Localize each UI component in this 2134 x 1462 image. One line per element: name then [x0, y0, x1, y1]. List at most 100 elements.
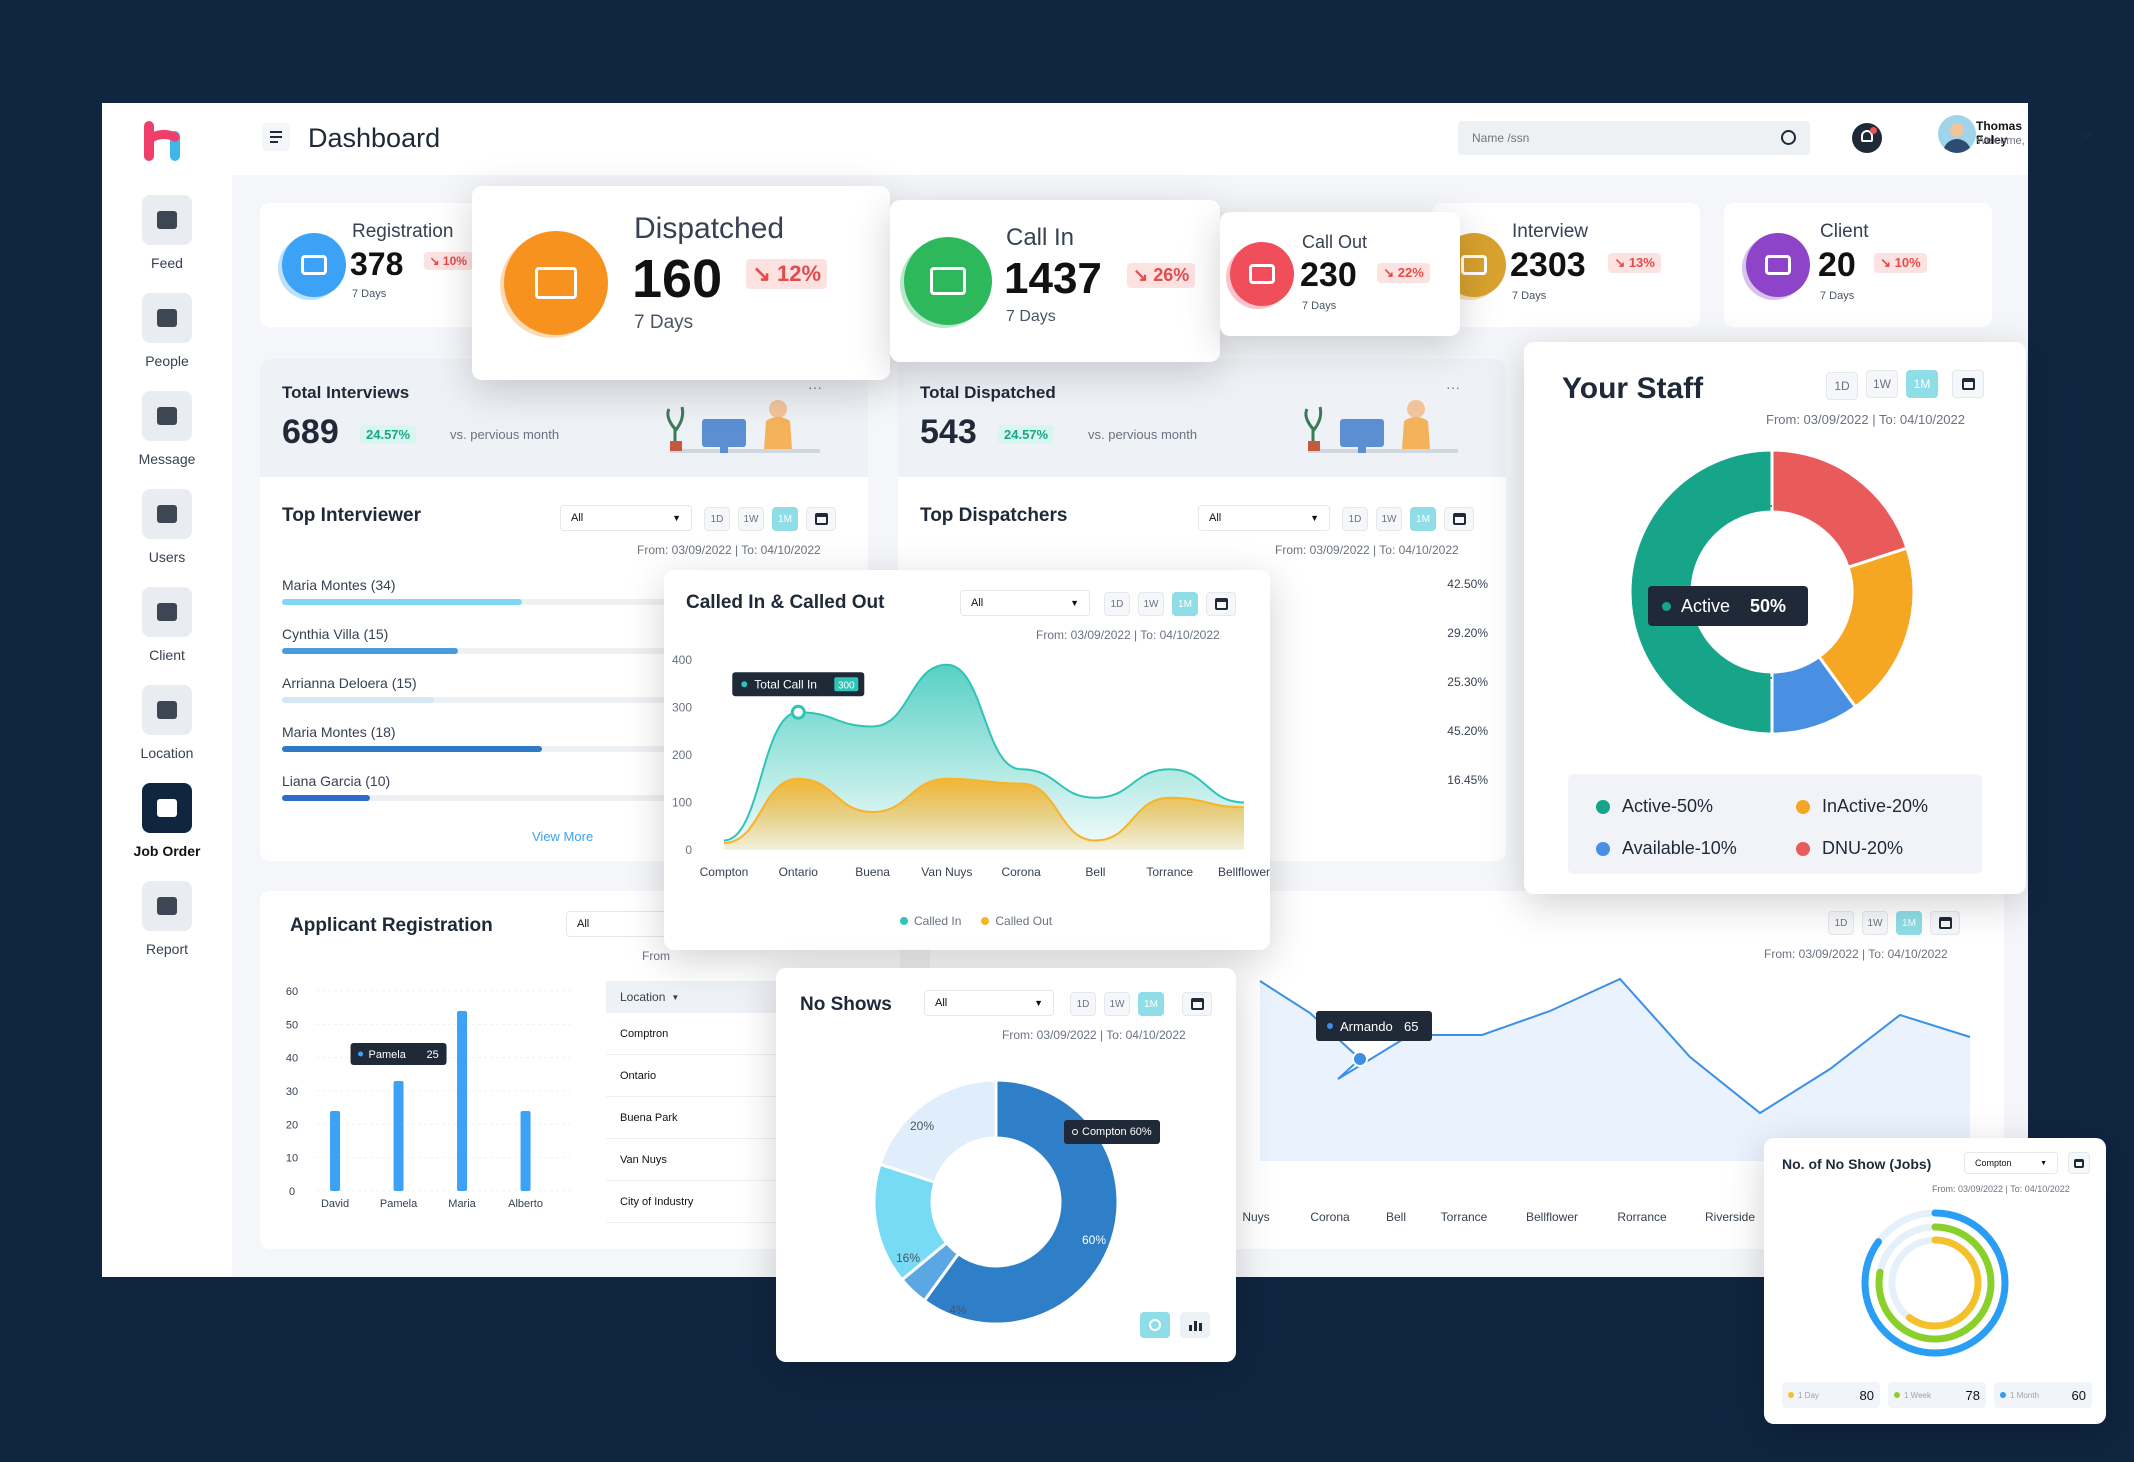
range-1d-button[interactable]: 1D [1342, 507, 1368, 531]
calendar-icon[interactable] [1444, 507, 1474, 531]
stat-change-value: 10% [442, 254, 467, 269]
legend-called-in-label: Called In [914, 914, 962, 928]
interviewer-bar-track [282, 746, 682, 752]
interviewer-row[interactable]: Cynthia Villa (15) [282, 626, 842, 675]
tooltip-label: Armando [1340, 1019, 1393, 1034]
x-tick-label: Corona [1001, 865, 1041, 879]
date-range: From: 03/09/2022 | To: 04/10/2022 [1036, 628, 1220, 642]
location-header[interactable]: Location [620, 990, 666, 1004]
y-tick-label: 0 [685, 843, 692, 857]
interviewer-name: Maria Montes (18) [282, 724, 396, 740]
x-tick-label: Nuys [1242, 1210, 1269, 1224]
range-1w-button[interactable]: 1W [1138, 592, 1164, 616]
range-1d-button[interactable]: 1D [1828, 911, 1854, 935]
range-1m-button[interactable]: 1M [1906, 370, 1938, 398]
range-1m-button[interactable]: 1M [772, 507, 798, 531]
stat-card-dispatched[interactable]: Dispatched 160 ↘ 12% 7 Days [472, 186, 890, 380]
phone-outgoing-icon [1230, 242, 1294, 306]
more-options-icon[interactable]: ··· [808, 379, 822, 395]
location-row[interactable]: Van Nuys [606, 1139, 896, 1181]
sidebar-item-location[interactable]: Location [102, 685, 232, 761]
stat-card-call-out[interactable]: Call Out 230 ↘ 22% 7 Days [1220, 212, 1460, 336]
stat-card-client[interactable]: Client 20 ↘ 10% 7 Days [1724, 203, 1992, 327]
stat-card-call-in[interactable]: Call In 1437 ↘ 26% 7 Days [890, 200, 1220, 362]
menu-icon[interactable] [262, 123, 290, 151]
range-1m-button[interactable]: 1M [1896, 911, 1922, 935]
location-name: Ontario [620, 1069, 657, 1082]
app-logo[interactable] [142, 117, 184, 163]
applicant-bar-chart: 0 10 20 30 40 50 60 David Pamela Maria Alberto Pame… [286, 986, 570, 1210]
interviewer-row[interactable]: Maria Montes (34) [282, 577, 842, 626]
more-options-icon[interactable]: ··· [1446, 379, 1460, 395]
x-tick-label: Van Nuys [921, 865, 972, 879]
interviewer-row[interactable]: Arrianna Deloera (15) [282, 675, 842, 724]
interviewer-bar [282, 648, 458, 654]
range-1d-button[interactable]: 1D [1826, 372, 1858, 400]
staff-legend-label: DNU-20% [1822, 838, 1904, 858]
chevron-down-icon[interactable] [2080, 127, 2092, 139]
view-more-link[interactable]: View More [532, 829, 594, 844]
slice-label: 20% [910, 1119, 934, 1133]
y-tick-label: 300 [672, 701, 692, 715]
range-1d-button[interactable]: 1D [1104, 592, 1130, 616]
interviewer-filter-select[interactable]: All ▼ [560, 505, 692, 531]
location-row[interactable]: City of Industry [606, 1181, 896, 1223]
no-shows-filter-select[interactable]: All ▼ [924, 990, 1054, 1016]
search-icon[interactable] [1781, 130, 1796, 145]
sidebar-item-report[interactable]: Report [102, 881, 232, 957]
sidebar-item-message[interactable]: Message [102, 391, 232, 467]
range-1m-button[interactable]: 1M [1172, 592, 1198, 616]
y-tick-label: 10 [286, 1153, 298, 1165]
stat-change-badge: ↘ 10% [1874, 252, 1927, 273]
range-1w-button[interactable]: 1W [1862, 911, 1888, 935]
called-filter-select[interactable]: All ▼ [960, 590, 1090, 616]
interviewer-row[interactable]: Maria Montes (18) [282, 724, 842, 773]
calendar-icon[interactable] [1206, 592, 1236, 616]
x-tick-label: Bell [1085, 865, 1105, 879]
sidebar-item-feed[interactable]: Feed [102, 195, 232, 271]
range-1w-button[interactable]: 1W [1866, 370, 1898, 398]
stat-card-registration[interactable]: Registration 378 ↘ 10% 7 Days [260, 203, 514, 327]
location-row[interactable]: Comptron [606, 1013, 896, 1055]
dispatchers-filter-select[interactable]: All ▼ [1198, 505, 1330, 531]
search-input[interactable] [1458, 121, 1758, 155]
range-1w-button[interactable]: 1W [1104, 992, 1130, 1016]
staff-donut-chart [1628, 448, 1916, 736]
search-box[interactable] [1458, 121, 1810, 155]
range-1w-button[interactable]: 1W [1376, 507, 1402, 531]
pie-view-button[interactable] [1140, 1312, 1170, 1338]
calendar-icon[interactable] [806, 507, 836, 531]
y-tick-label: 60 [286, 986, 298, 998]
bar-view-button[interactable] [1180, 1312, 1210, 1338]
range-1d-button[interactable]: 1D [704, 507, 730, 531]
calendar-icon[interactable] [2068, 1152, 2090, 1174]
location-row[interactable]: Buena Park [606, 1097, 896, 1139]
location-row[interactable]: Ontario [606, 1055, 896, 1097]
calendar-icon[interactable] [1182, 992, 1212, 1016]
range-1m-button[interactable]: 1M [1138, 992, 1164, 1016]
sidebar-item-job-order[interactable]: Job Order [102, 783, 232, 859]
no-shows-title: No Shows [800, 994, 892, 1015]
staff-legend-label: InActive-20% [1822, 796, 1929, 816]
range-1w-button[interactable]: 1W [738, 507, 764, 531]
sidebar-item-client[interactable]: Client [102, 587, 232, 663]
notification-bell-icon[interactable] [1852, 123, 1882, 153]
range-1d-button[interactable]: 1D [1070, 992, 1096, 1016]
avatar[interactable] [1938, 115, 1976, 153]
range-1m-button[interactable]: 1M [1410, 507, 1436, 531]
sidebar-item-label: Job Order [133, 843, 201, 859]
sidebar-item-people[interactable]: People [102, 293, 232, 369]
dispatcher-percent-list: 42.50% 29.20% 25.30% 45.20% 16.45% [1398, 577, 1488, 822]
pie-chart-icon [1149, 1319, 1161, 1331]
interviewer-bar-track [282, 697, 682, 703]
no-show-jobs-select[interactable]: Compton ▼ [1964, 1152, 2058, 1174]
calendar-icon[interactable] [1930, 911, 1960, 935]
calendar-icon[interactable] [1952, 370, 1984, 398]
caret-down-icon[interactable]: ▼ [671, 992, 680, 1002]
handshake-icon [1746, 233, 1810, 297]
stat-card-interview[interactable]: Interview 2303 ↘ 13% 7 Days [1432, 203, 1700, 327]
stat-change-value: 10% [1894, 254, 1921, 270]
interviewer-row[interactable]: Liana Garcia (10) [282, 773, 842, 822]
x-tick-label: Rorrance [1617, 1210, 1667, 1224]
sidebar-item-users[interactable]: Users [102, 489, 232, 565]
